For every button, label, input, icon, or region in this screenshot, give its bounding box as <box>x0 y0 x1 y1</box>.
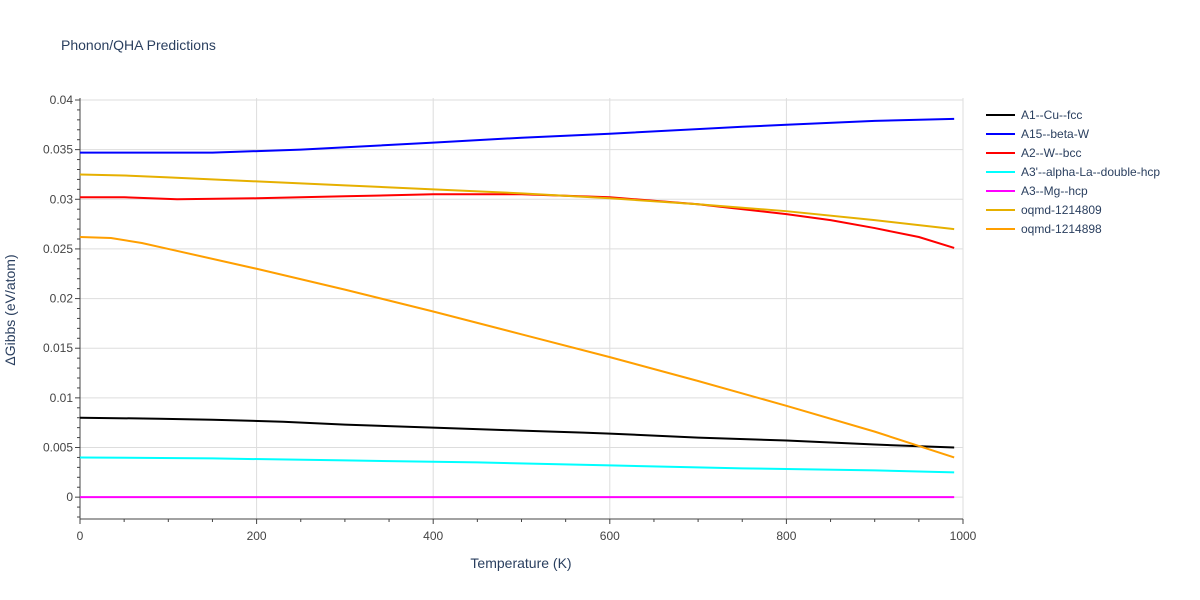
legend-item[interactable]: A2--W--bcc <box>986 146 1081 160</box>
series-line-6 <box>79 236 955 459</box>
x-tick-label: 600 <box>600 529 620 543</box>
legend-item[interactable]: A15--beta-W <box>986 127 1090 141</box>
legend-item[interactable]: A1--Cu--fcc <box>986 108 1082 122</box>
series-line-1 <box>80 117 955 154</box>
x-tick-label: 0 <box>77 529 84 543</box>
y-tick-label: 0.015 <box>43 341 73 355</box>
grid <box>80 98 964 519</box>
legend-item[interactable]: oqmd-1214809 <box>986 203 1102 217</box>
y-tick-label: 0.04 <box>50 93 74 107</box>
legend-label: A15--beta-W <box>1021 127 1090 141</box>
series-line-0 <box>79 416 955 449</box>
x-tick-label: 400 <box>423 529 443 543</box>
y-tick-label: 0.005 <box>43 441 73 455</box>
legend-item[interactable]: A3--Mg--hcp <box>986 184 1088 198</box>
y-tick-label: 0.035 <box>43 143 73 157</box>
x-tick-label: 1000 <box>950 529 977 543</box>
x-tick-label: 800 <box>776 529 796 543</box>
legend-label: A1--Cu--fcc <box>1021 108 1082 122</box>
x-tick-label: 200 <box>247 529 267 543</box>
y-axis-title: ΔGibbs (eV/atom) <box>2 254 18 365</box>
legend-item[interactable]: oqmd-1214898 <box>986 222 1102 236</box>
y-tick-label: 0.025 <box>43 242 73 256</box>
plot-area <box>79 117 955 499</box>
legend-label: A2--W--bcc <box>1021 146 1081 160</box>
series-line-2 <box>80 193 955 249</box>
y-tick-label: 0.01 <box>50 391 74 405</box>
y-tick-label: 0 <box>66 490 73 504</box>
series-line-5 <box>79 173 955 231</box>
legend-label: A3'--alpha-La--double-hcp <box>1021 165 1160 179</box>
y-tick-label: 0.03 <box>50 192 74 206</box>
series-line-3 <box>79 456 955 474</box>
legend-label: oqmd-1214809 <box>1021 203 1102 217</box>
legend: A1--Cu--fcc A15--beta-W A2--W--bcc A3'--alp… <box>986 108 1160 236</box>
x-axis-title: Temperature (K) <box>470 555 571 571</box>
legend-label: oqmd-1214898 <box>1021 222 1102 236</box>
legend-label: A3--Mg--hcp <box>1021 184 1088 198</box>
legend-item[interactable]: A3'--alpha-La--double-hcp <box>986 165 1160 179</box>
chart-title: Phonon/QHA Predictions <box>61 37 216 53</box>
axes: 0 200 400 600 800 1000 0 0.005 0.01 0.015 0.02 0.02… <box>43 93 977 543</box>
y-tick-label: 0.02 <box>50 292 74 306</box>
